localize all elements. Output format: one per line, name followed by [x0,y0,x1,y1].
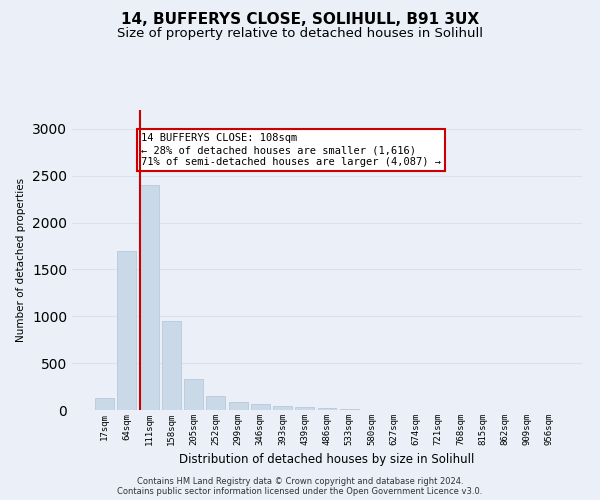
Bar [273,406,292,410]
Bar [95,398,114,410]
Y-axis label: Number of detached properties: Number of detached properties [16,178,26,342]
Text: 14 BUFFERYS CLOSE: 108sqm
← 28% of detached houses are smaller (1,616)
71% of se: 14 BUFFERYS CLOSE: 108sqm ← 28% of detac… [142,134,442,166]
Bar [340,409,359,410]
Text: Contains public sector information licensed under the Open Government Licence v3: Contains public sector information licen… [118,488,482,496]
X-axis label: Distribution of detached houses by size in Solihull: Distribution of detached houses by size … [179,454,475,466]
Bar [162,321,181,410]
Bar [140,185,158,410]
Text: Size of property relative to detached houses in Solihull: Size of property relative to detached ho… [117,28,483,40]
Bar [295,407,314,410]
Bar [251,404,270,410]
Bar [206,396,225,410]
Text: 14, BUFFERYS CLOSE, SOLIHULL, B91 3UX: 14, BUFFERYS CLOSE, SOLIHULL, B91 3UX [121,12,479,28]
Bar [317,408,337,410]
Text: Contains HM Land Registry data © Crown copyright and database right 2024.: Contains HM Land Registry data © Crown c… [137,478,463,486]
Bar [229,402,248,410]
Bar [184,379,203,410]
Bar [118,250,136,410]
